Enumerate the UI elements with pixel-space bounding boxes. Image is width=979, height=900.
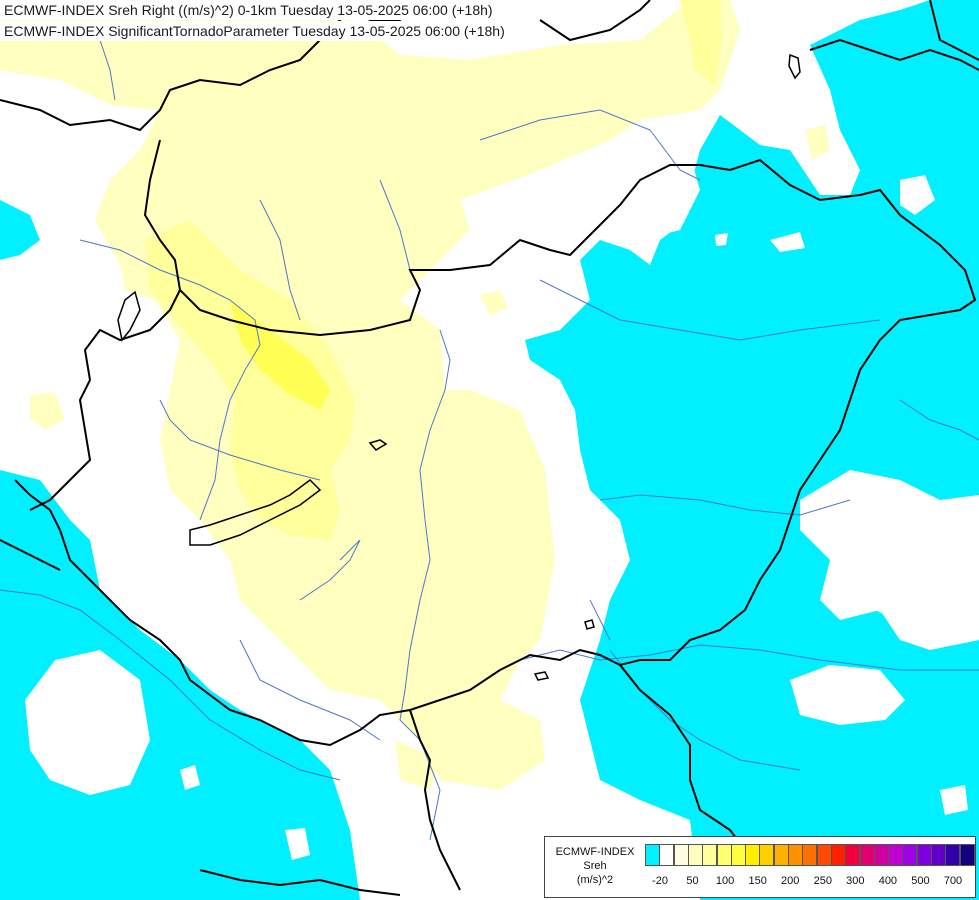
legend-swatch	[859, 844, 875, 866]
legend-swatch	[745, 844, 761, 866]
color-legend: ECMWF-INDEX Sreh (m/s)^2 -20 50 100 150 200 2…	[544, 836, 976, 898]
legend-swatch	[759, 844, 775, 866]
sreh-weak-holes	[25, 155, 979, 860]
legend-source: ECMWF-INDEX	[555, 846, 635, 858]
legend-swatch	[716, 844, 732, 866]
lake-small-south	[584, 619, 595, 630]
lake-velence	[368, 439, 388, 451]
legend-unit: (m/s)^2	[576, 874, 614, 886]
legend-swatch	[845, 844, 861, 866]
legend-swatch	[816, 844, 832, 866]
legend-tick-label: 500	[911, 875, 930, 887]
legend-swatch	[945, 844, 961, 866]
legend-tick-label: 250	[813, 875, 832, 887]
legend-swatch	[873, 844, 889, 866]
legend-swatch	[931, 844, 946, 866]
lake-neusiedl	[117, 290, 141, 342]
legend-tick-label: -20	[652, 875, 668, 887]
legend-swatch	[687, 844, 703, 866]
legend-swatch	[673, 844, 689, 866]
legend-tick-label: 200	[781, 875, 800, 887]
legend-swatch	[902, 844, 918, 866]
legend-tick-label: 50	[686, 875, 699, 887]
legend-swatch	[702, 844, 718, 866]
legend-tick-label: 100	[715, 875, 735, 887]
legend-swatch	[659, 844, 675, 866]
legend-caption: ECMWF-INDEX Sreh (m/s)^2	[547, 845, 643, 887]
legend-tick-label: 400	[878, 875, 898, 887]
legend-swatch	[645, 844, 660, 866]
map-title-line-1: ECMWF-INDEX Sreh Right ((m/s)^2) 0-1km T…	[0, 0, 505, 20]
legend-swatch	[773, 844, 789, 866]
legend-swatch	[788, 844, 803, 866]
legend-tick-label: 700	[943, 875, 963, 887]
sreh-moderate-positive-field	[145, 0, 722, 540]
legend-swatch	[830, 844, 846, 866]
legend-swatch	[959, 844, 975, 866]
legend-tick-label: 300	[846, 875, 865, 887]
lake-north	[788, 53, 801, 80]
legend-swatch	[802, 844, 818, 866]
legend-swatch	[916, 844, 932, 866]
legend-swatch	[730, 844, 746, 866]
lakes	[117, 53, 801, 681]
legend-tick-label: 150	[748, 875, 767, 887]
legend-swatch	[888, 844, 904, 866]
legend-variable: Sreh	[583, 860, 607, 872]
lake-balaton	[189, 479, 322, 546]
map-title-line-2: ECMWF-INDEX SignificantTornadoParameter …	[0, 21, 517, 41]
lake-small-south-2	[533, 671, 550, 681]
